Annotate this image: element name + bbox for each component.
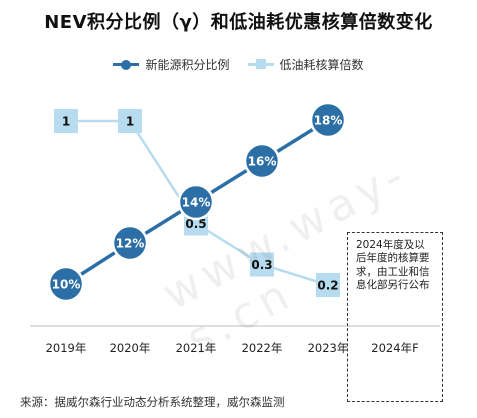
legend-swatch-multiplier [247,59,274,69]
x-tick-label: 2020年 [110,341,151,355]
x-tick-label: 2023年 [308,341,349,355]
nev-point [309,101,347,139]
multiplier-point [118,109,142,133]
nev-data-label: 12% [116,237,145,251]
multiplier-point [54,109,78,133]
multiplier-point [250,252,274,277]
multiplier-data-label: 1 [126,115,134,129]
legend-item-multiplier: 低油耗核算倍数 [247,56,364,73]
nev-data-label: 16% [248,155,277,169]
nev-data-label: 10% [52,278,81,292]
legend-label-nev: 新能源积分比例 [145,58,230,72]
legend-item-nev: 新能源积分比例 [113,56,230,73]
multiplier-data-label: 0.5 [185,217,206,231]
legend: 新能源积分比例 低油耗核算倍数 [0,56,477,73]
nev-data-label: 18% [314,114,343,128]
nev-point [47,265,85,303]
note-box: 2024年度及以后年度的核算要求，由工业和信息化部另行公布 [347,232,443,402]
nev-point [111,224,149,262]
x-tick-label: 2022年 [242,341,283,355]
nev-point [243,142,281,180]
nev-data-label: 14% [182,196,211,210]
note-text: 2024年度及以后年度的核算要求，由工业和信息化部另行公布 [356,239,430,292]
source-text: 来源：据威尔森行业动态分析系统整理，威尔森监测 [20,395,285,409]
x-tick-label: 2021年 [176,341,217,355]
multiplier-point [316,273,340,297]
nev-point [177,183,215,221]
x-tick-label: 2019年 [46,341,87,355]
x-tick-label: 2024年F [371,341,418,355]
multiplier-data-label: 0.3 [251,258,272,272]
multiplier-data-label: 0.2 [317,279,338,293]
legend-label-multiplier: 低油耗核算倍数 [279,58,364,72]
legend-swatch-nev [113,59,140,70]
chart-title: NEV积分比例（γ）和低油耗优惠核算倍数变化 [44,12,433,33]
multiplier-data-label: 1 [62,115,70,129]
